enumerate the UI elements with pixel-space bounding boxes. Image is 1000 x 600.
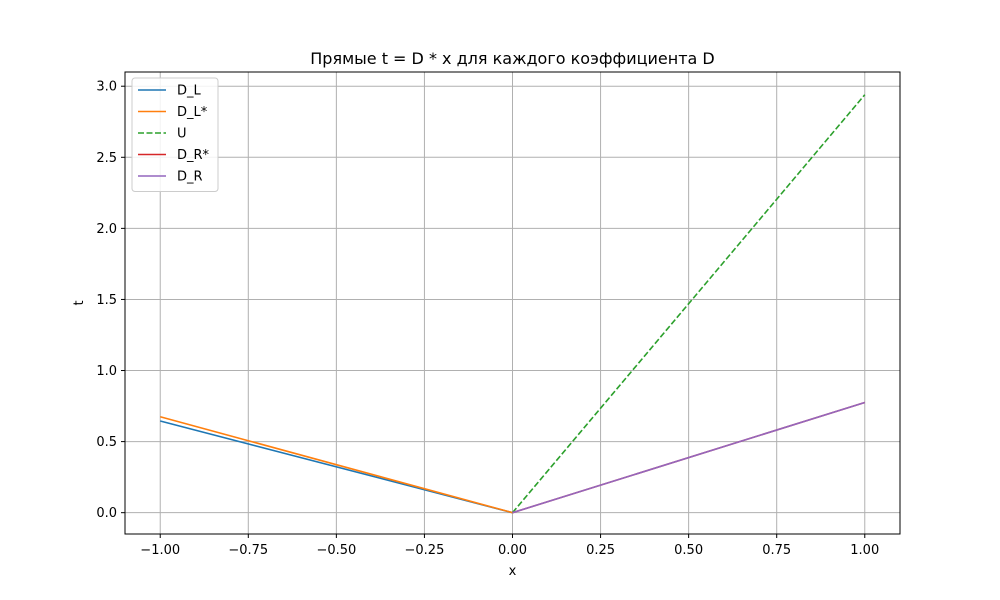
x-tick-label: 0.75 [762,543,791,558]
legend-label: D_R [177,170,203,185]
x-tick-label: −0.50 [316,543,356,558]
y-tick-label: 2.5 [96,151,117,166]
y-tick-label: 3.0 [96,80,117,95]
chart-title: Прямые t = D * x для каждого коэффициент… [310,49,714,68]
y-tick-label: 1.5 [96,293,117,308]
y-tick-label: 2.0 [96,222,117,237]
legend-label: D_L [177,84,202,99]
x-axis-label: x [509,564,517,579]
legend-box [131,77,219,192]
x-tick-label: −1.00 [140,543,180,558]
legend-label: U [177,127,187,142]
grid [125,72,900,534]
y-axis-label: t [72,300,87,305]
x-axis-ticks: −1.00 −0.75 −0.50 −0.25 0.00 0.25 0.50 0.75 1.00 [140,534,879,558]
y-tick-label: 0.0 [96,506,117,521]
series-line-d-r [512,401,866,514]
x-tick-label: −0.25 [405,543,445,558]
legend-label: D_L* [177,105,208,120]
legend-label: D_R* [177,148,210,163]
y-axis-ticks: 0.0 0.5 1.0 1.5 2.0 2.5 3.0 [96,80,125,521]
x-tick-label: 0.00 [498,543,527,558]
series-line-d-l [160,415,513,514]
y-tick-label: 1.0 [96,364,117,379]
x-tick-label: 0.50 [674,543,703,558]
series-lines [160,94,866,514]
x-tick-label: −0.75 [228,543,268,558]
x-tick-label: 0.25 [586,543,615,558]
series-line-u [511,94,866,514]
x-tick-label: 1.00 [850,543,879,558]
legend: D_L D_L* U D_R* D_R [131,77,219,192]
y-tick-label: 0.5 [96,435,117,450]
